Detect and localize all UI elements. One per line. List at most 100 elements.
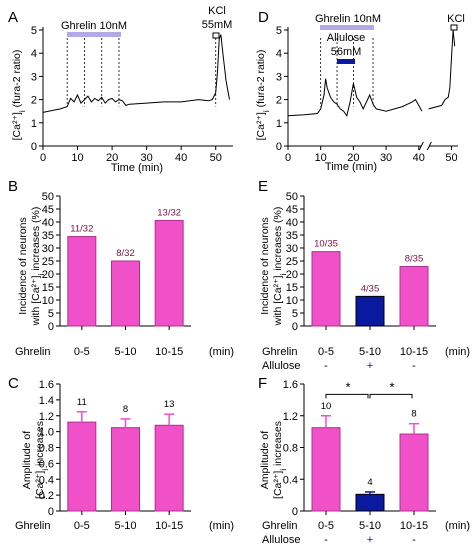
panel-a-xtick-label: 20	[106, 152, 118, 164]
panel-d-axis-break	[426, 141, 432, 151]
panel-e-value-label: 10/35	[314, 239, 338, 250]
panel-e-ytick-label: 20	[286, 269, 298, 281]
panel-e: E Incidence of neurons with [Ca²⁺]i incr…	[258, 178, 470, 372]
panel-c-bar	[111, 427, 140, 512]
panel-c-unit: (min)	[209, 520, 234, 532]
panel-e-ylabel-l2: with [Ca²⁺]i increases (%)	[272, 207, 288, 327]
panel-f-unit: (min)	[445, 520, 470, 532]
panel-f-significance-star: *	[345, 379, 350, 394]
panel-c-ytick-label: 1.6	[39, 379, 54, 391]
panel-f-bar	[311, 427, 341, 512]
panel-f-ytick-label: 0.4	[283, 474, 298, 486]
panel-b-bar	[111, 260, 140, 327]
panel-a-kcl-conc: 55mM	[202, 19, 233, 31]
panel-b-ytick-label: 0	[48, 321, 54, 333]
panel-c-ytick-label: 0.8	[39, 443, 54, 455]
panel-a-ghrelin-label: Ghrelin 10nM	[61, 20, 127, 32]
panel-b-value-label: 13/32	[157, 207, 181, 218]
panel-b-ytick-label: 15	[42, 282, 54, 294]
panel-c-value-label: 11	[77, 397, 87, 408]
panel-a-xtick-label: 50	[210, 152, 222, 164]
panel-d-ytick-label: 4	[276, 48, 282, 60]
panel-c-bar	[154, 424, 184, 512]
panel-f-allulose-sign: +	[367, 534, 373, 546]
panel-f-value-label: 10	[321, 401, 332, 412]
panel-f-ytick-label: 1.6	[283, 379, 298, 391]
panel-c-ylabel-l2: [Ca²⁺]i increases	[34, 421, 50, 499]
panel-a-ytick-label: 4	[31, 48, 37, 60]
panel-e-ytick-label: 15	[286, 282, 298, 294]
panel-b-unit: (min)	[209, 346, 234, 358]
panel-e-row-ghrelin: Ghrelin	[262, 346, 297, 358]
panel-d-xtick-label: 0	[285, 152, 291, 164]
panel-b-bar	[154, 219, 184, 327]
panel-d-ghrelin-bar	[320, 25, 374, 30]
panel-b-letter: B	[8, 178, 18, 195]
panel-b-ytick-label: 35	[42, 230, 54, 242]
panel-c-ytick-label: 0.2	[39, 490, 54, 502]
panel-e-ytick-label: 45	[286, 204, 298, 216]
panel-c-ytick-label: 0	[48, 506, 54, 518]
panel-b-ylabel-l2: with [Ca²⁺]i increases (%)	[30, 207, 46, 327]
panel-c-ylabel-group: Amplitude of [Ca²⁺]i increases	[21, 421, 50, 499]
panel-d-kcl-label: KCl	[447, 13, 465, 25]
panel-d-ghrelin-label: Ghrelin 10nM	[315, 13, 381, 25]
panel-f-ylabel-l1: Amplitude of	[259, 431, 271, 489]
panel-f-category-label: 10-15	[400, 520, 428, 532]
panel-a-ytick-label: 0	[31, 141, 37, 153]
panel-e-bar	[311, 251, 341, 327]
panel-a-xtick-label: 10	[71, 152, 83, 164]
panel-e-ytick-label: 35	[286, 230, 298, 242]
panel-e-row-allulose: Allulose	[262, 360, 301, 372]
panel-b-value-label: 11/32	[70, 224, 93, 235]
panel-f-ytick-label: 0.8	[283, 443, 298, 455]
panel-d-letter: D	[258, 9, 269, 26]
panel-f-significance-bracket	[369, 393, 413, 399]
panel-b-row-ghrelin: Ghrelin	[15, 346, 50, 358]
panel-f-value-label: 4	[367, 477, 372, 488]
panel-f-ytick-label: 0	[292, 506, 298, 518]
panel-e-ytick-label: 5	[292, 308, 298, 320]
panel-a-ghrelin-bar	[67, 32, 121, 37]
panel-f-ytick-label: 1.2	[283, 411, 298, 423]
panel-b-bar	[67, 236, 97, 327]
panel-a-kcl-marker	[212, 32, 220, 39]
panel-e-bar	[355, 295, 385, 327]
panel-e-ylabel-l1: Incidence of neurons	[259, 217, 271, 314]
panel-a-ytick-label: 1	[31, 118, 37, 130]
panel-e-unit: (min)	[445, 346, 470, 358]
panel-b-category-label: 0-5	[74, 346, 90, 358]
panel-b-ytick-label: 5	[48, 308, 54, 320]
panel-b: B Incidence of neurons with [Ca²⁺]i incr…	[8, 178, 234, 358]
panel-d-trace	[428, 29, 456, 110]
panel-a-ylabel: [Ca²⁺]i (fura-2 ratio)	[11, 50, 27, 141]
panel-a-xtick-label: 40	[175, 152, 187, 164]
panel-f-category-label: 0-5	[318, 520, 334, 532]
panel-f-ylabel-l2: [Ca²⁺]i increases	[272, 421, 288, 499]
panel-f-letter: F	[258, 375, 267, 392]
panel-e-category-label: 10-15	[400, 346, 428, 358]
panel-d-xlabel: Time (min)	[325, 161, 377, 173]
panel-d-ytick-label: 5	[276, 25, 282, 37]
panel-e-allulose-sign: -	[324, 360, 328, 372]
panel-e-ytick-label: 10	[286, 295, 298, 307]
panel-f-category-label: 5-10	[359, 520, 381, 532]
panel-a-ytick-label: 2	[31, 95, 37, 107]
panel-c-ytick-label: 0.6	[39, 458, 54, 470]
panel-b-ytick-label: 20	[42, 269, 54, 281]
panel-c-plot: 0 0.2 0.4 0.6 0.8 1.0 1.2 1.4 1.6 11 0-5 8 5-10 13 10-…	[39, 379, 191, 532]
panel-c-ytick-label: 1.4	[39, 395, 54, 407]
panel-a-ytick-label: 3	[31, 71, 37, 83]
panel-d-allulose-bar	[337, 59, 355, 64]
panel-d-kcl-marker	[450, 24, 458, 31]
panel-c-bar	[67, 421, 97, 512]
panel-b-category-label: 10-15	[155, 346, 183, 358]
panel-f-value-label: 8	[411, 409, 416, 420]
panel-b-ytick-label: 25	[42, 256, 54, 268]
panel-e-value-label: 4/35	[361, 283, 380, 294]
